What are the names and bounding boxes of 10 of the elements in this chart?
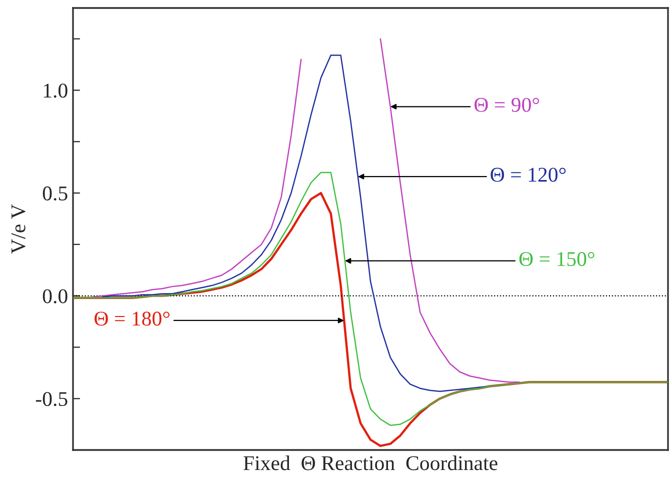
y-tick-label: 0.5 [42,186,68,201]
y-tick-label: -0.5 [36,392,68,406]
series-label: Θ = 180° [94,312,170,326]
text: Θ = 120° [490,168,566,182]
x-axis-title: Fixed Θ Reaction Coordinate [244,456,498,470]
y-axis-title: V/e V [11,204,26,254]
text: Θ = 150° [519,252,594,266]
text: Θ = 90° [474,98,540,112]
y-tick-label: 1.0 [44,84,68,98]
y-tick-label: 0.0 [42,289,68,304]
